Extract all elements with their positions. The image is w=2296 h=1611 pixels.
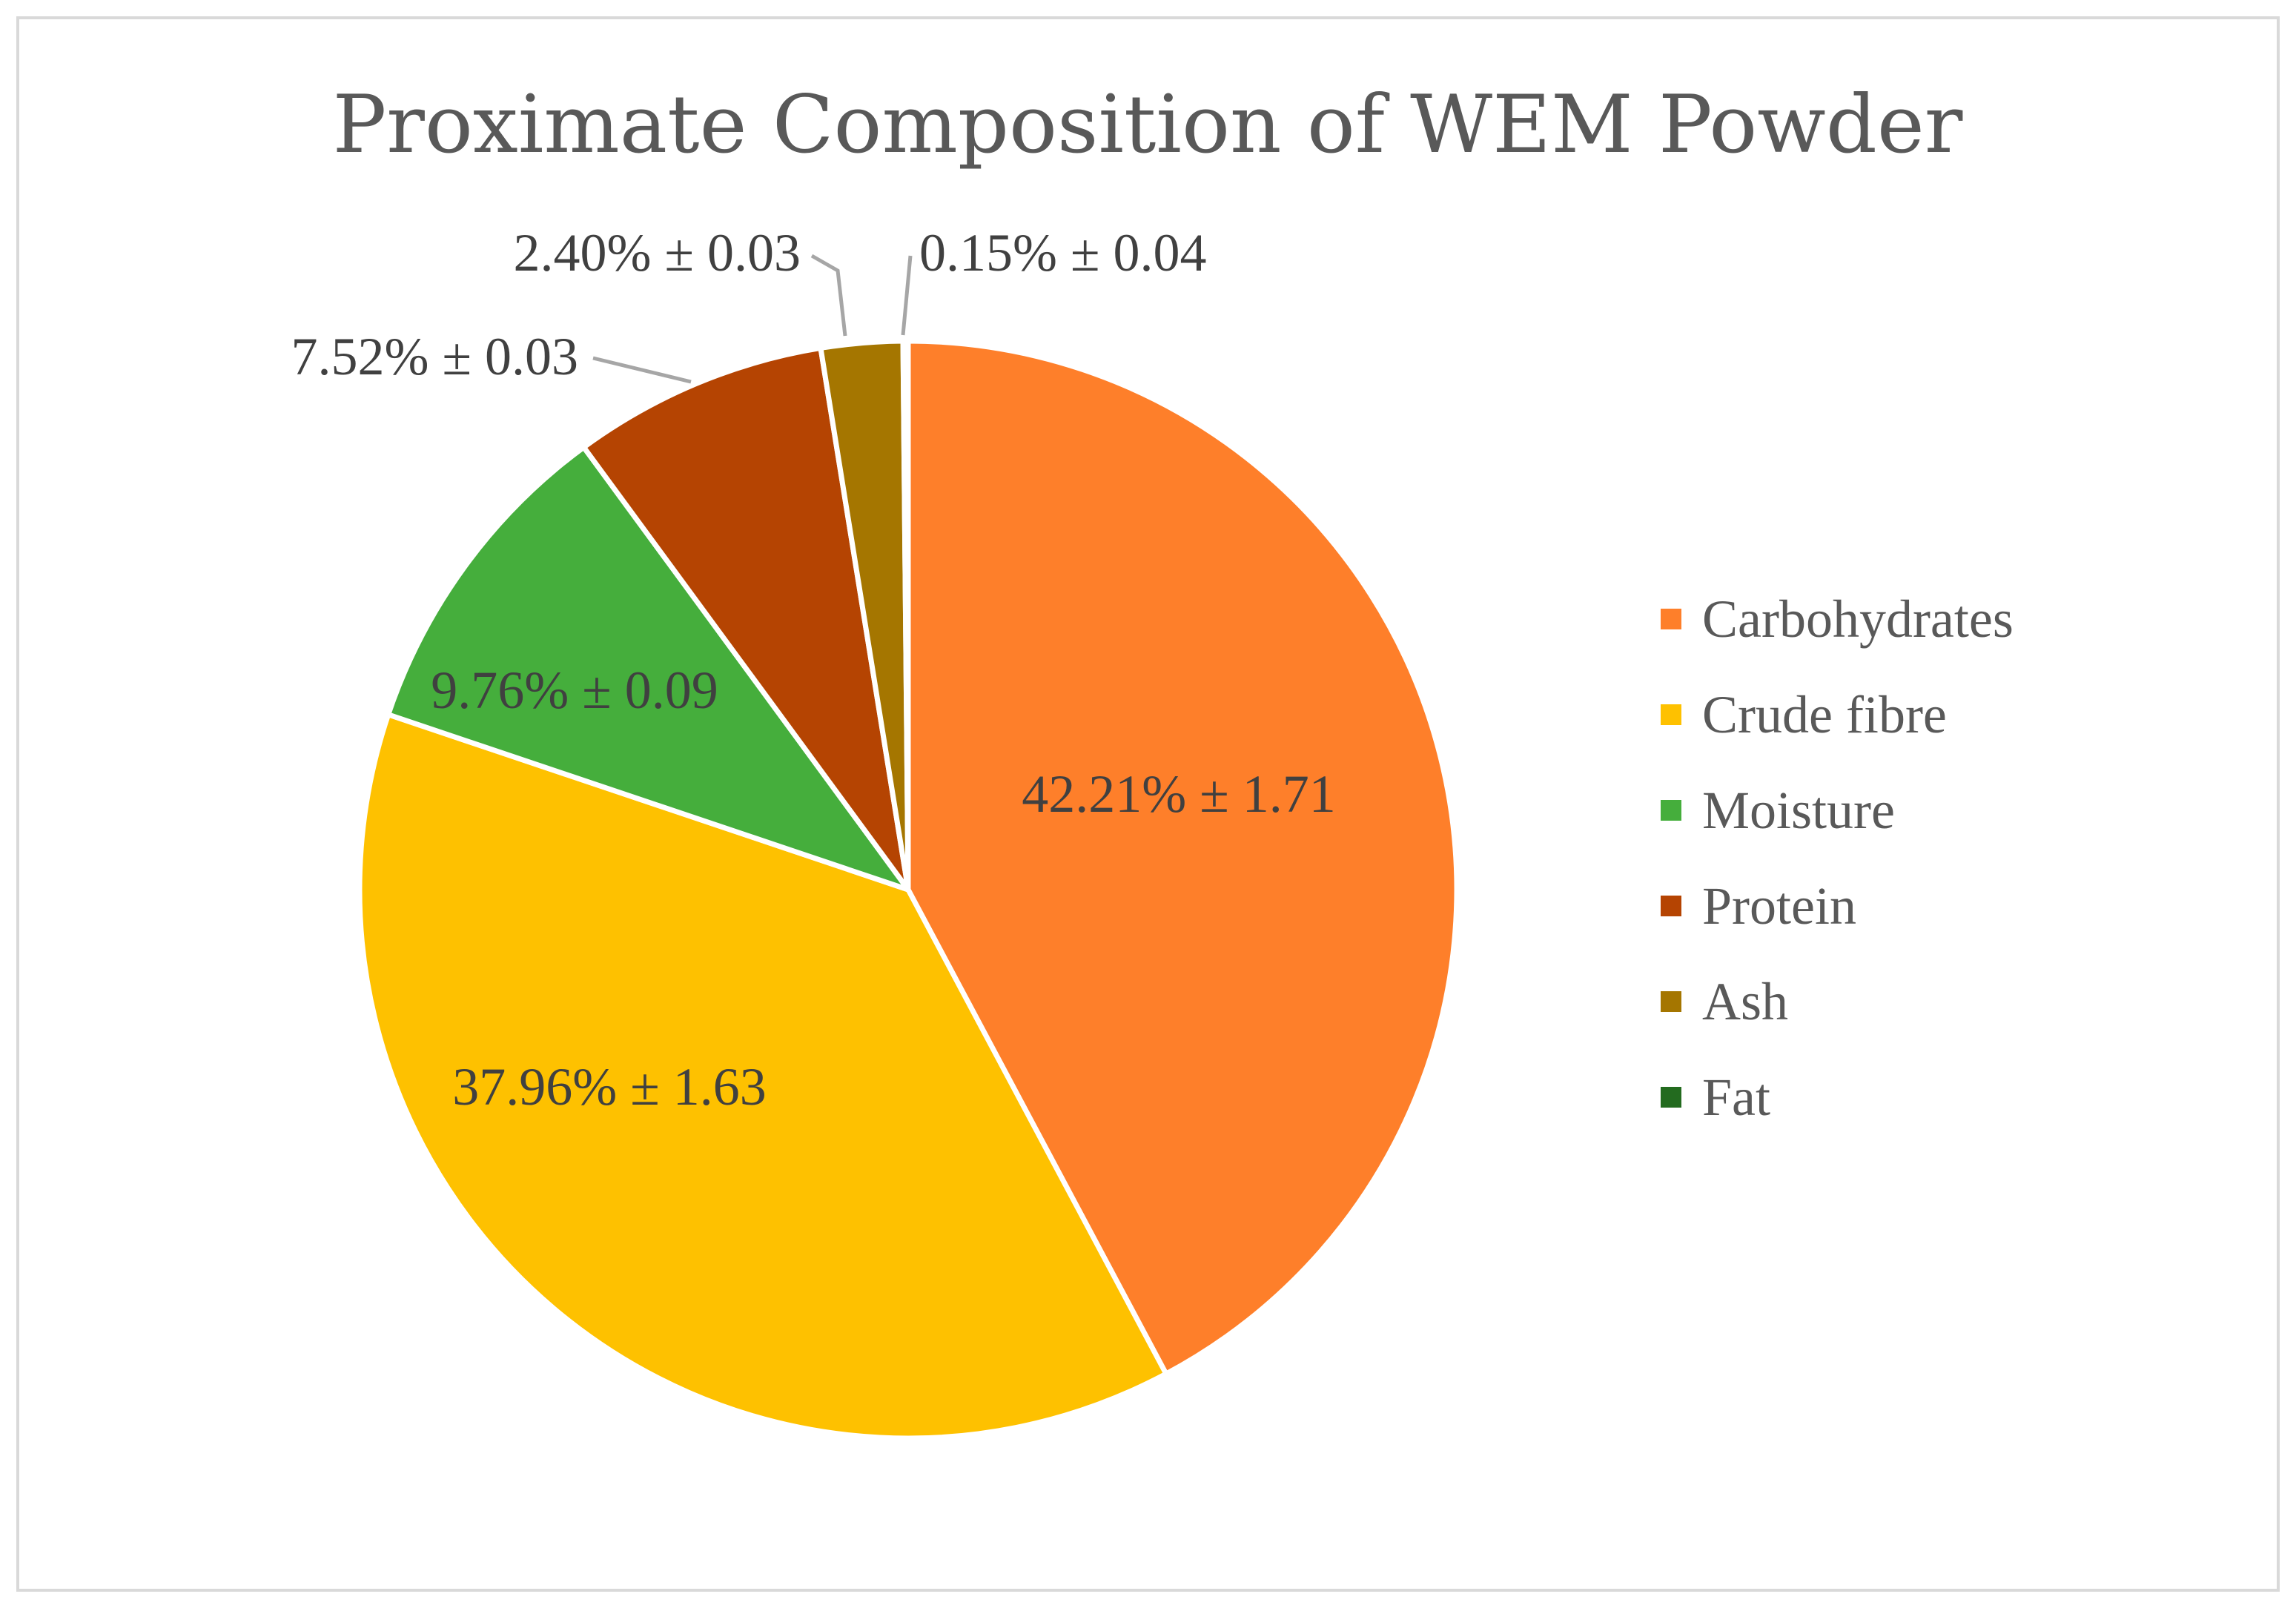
pie-slice-protein <box>580 345 911 893</box>
pie-slice-carbohydrates <box>905 338 1460 1377</box>
data-label-carbohydrates: 42.21% ± 1.71 <box>1022 764 1336 824</box>
leader-lines <box>592 254 913 384</box>
legend-label-crude-fibre: Crude fibre <box>1702 685 1947 744</box>
data-label-fat: 0.15% ± 0.04 <box>919 223 1207 282</box>
legend-label-fat: Fat <box>1702 1068 1770 1127</box>
pie-slice-crude-fibre <box>357 712 1169 1441</box>
legend-swatch-moisture <box>1661 800 1681 821</box>
legend-swatch-fat <box>1661 1087 1681 1108</box>
legend-label-carbohydrates: Carbohydrates <box>1702 589 2014 649</box>
data-label-ash: 2.40% ± 0.03 <box>514 223 801 282</box>
leader-line-fat <box>901 255 913 336</box>
legend-label-ash: Ash <box>1702 972 1788 1031</box>
pie-slices <box>357 338 1460 1441</box>
legend-swatch-protein <box>1661 896 1681 916</box>
data-labels: 42.21% ± 1.71 37.96% ± 1.63 9.76% ± 0.09 7.… <box>291 223 1336 1117</box>
legend-swatch-carbohydrates <box>1661 609 1681 629</box>
chart-title: Proximate Composition of WEM Powder <box>333 79 1963 171</box>
pie-slice-fat <box>900 338 911 893</box>
legend-swatch-crude-fibre <box>1661 704 1681 725</box>
data-label-protein: 7.52% ± 0.03 <box>291 327 579 386</box>
pie-slice-moisture <box>386 444 911 893</box>
legend-swatch-ash <box>1661 991 1681 1012</box>
legend: Carbohydrates Crude fibre Moisture Protein A… <box>1661 589 2014 1127</box>
data-label-crude-fibre: 37.96% ± 1.63 <box>452 1057 767 1117</box>
leader-line-ash <box>810 254 847 337</box>
data-label-moisture: 9.76% ± 0.09 <box>431 661 718 720</box>
legend-label-protein: Protein <box>1702 876 1856 936</box>
legend-label-moisture: Moisture <box>1702 781 1895 840</box>
leader-line-protein <box>592 356 692 384</box>
